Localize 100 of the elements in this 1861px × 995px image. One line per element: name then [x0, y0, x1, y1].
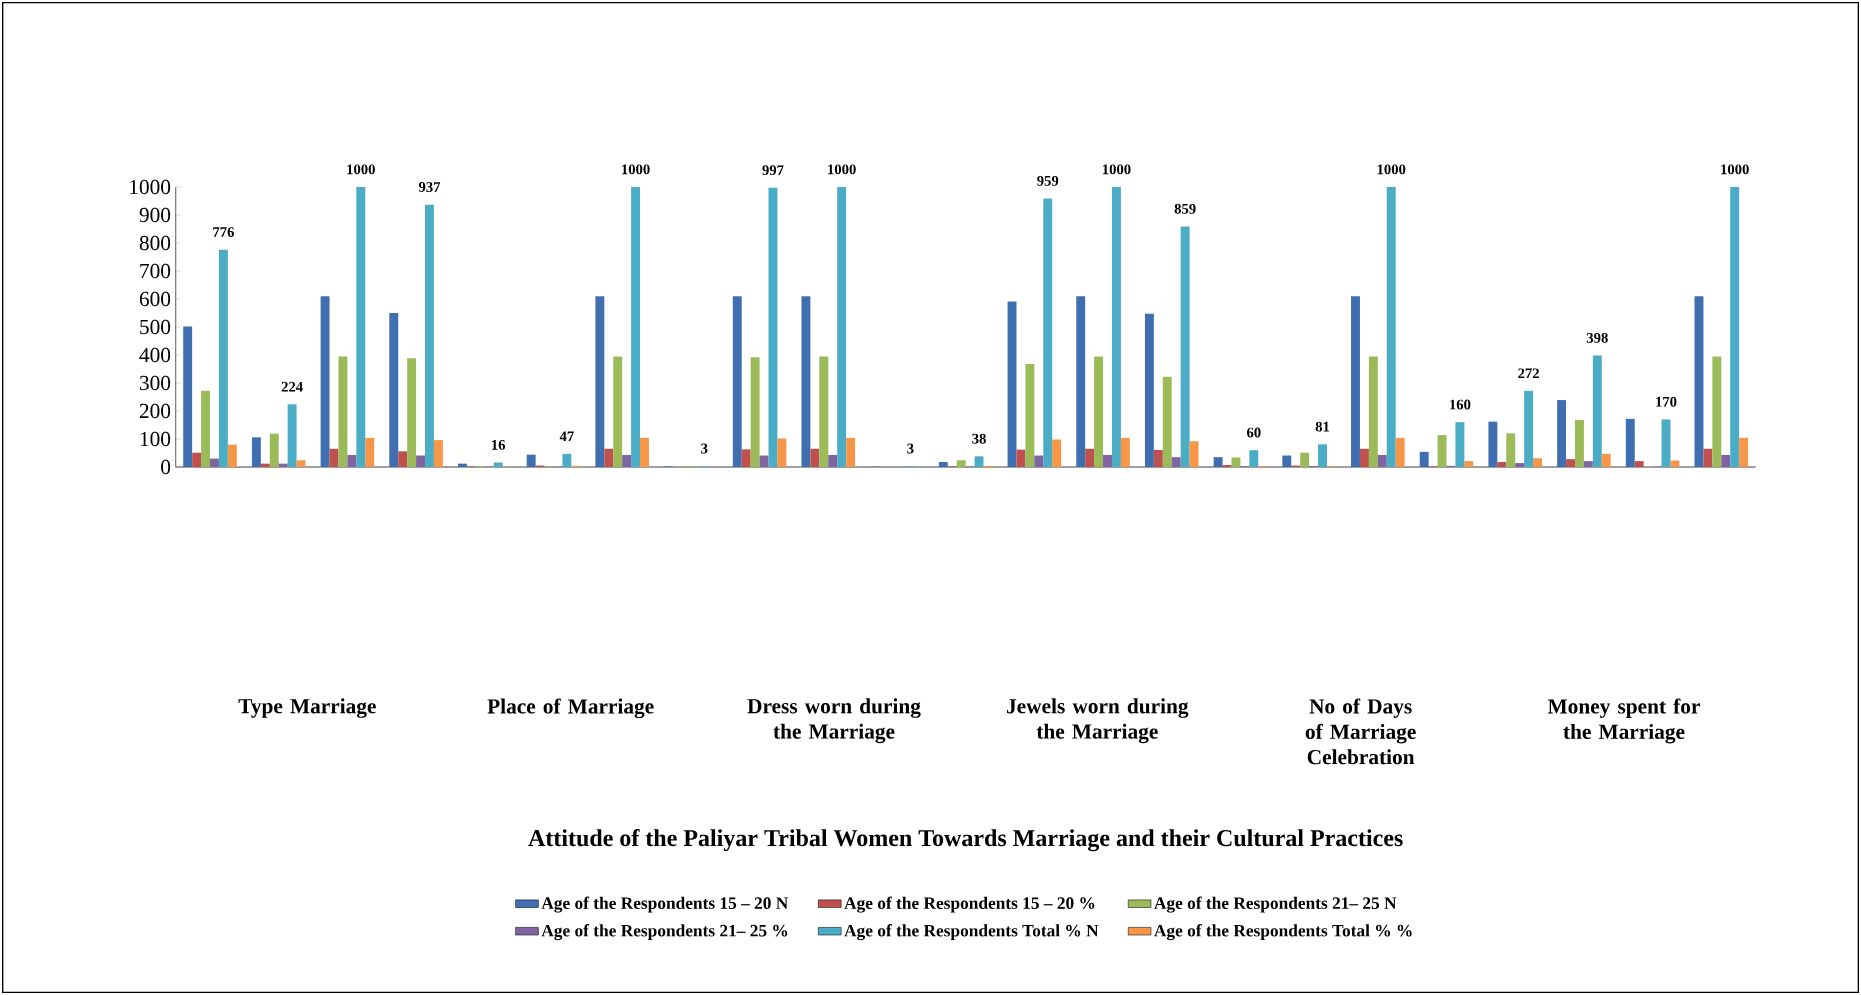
data-label: 1000: [828, 164, 856, 175]
bar: [837, 186, 847, 467]
bar: [320, 296, 330, 467]
data-label: 81: [1315, 421, 1330, 432]
data-label: 38: [972, 433, 986, 444]
bar: [1455, 422, 1465, 467]
bar: [365, 437, 375, 467]
bar: [1180, 226, 1190, 467]
bar: [1120, 437, 1130, 467]
bar: [1524, 390, 1534, 467]
bar: [278, 463, 288, 467]
y-tick-label: 200: [139, 403, 171, 419]
bar: [356, 186, 366, 467]
bar: [1043, 198, 1053, 467]
bar: [1103, 454, 1112, 467]
bar: [1351, 296, 1360, 467]
bar: [210, 458, 219, 467]
bar: [1189, 441, 1199, 467]
bar: [846, 437, 856, 467]
data-label: 160: [1450, 399, 1471, 410]
data-label: 3: [701, 443, 708, 454]
bar: [347, 454, 357, 467]
bar: [183, 326, 193, 467]
bar: [1016, 449, 1026, 467]
bar: [227, 444, 237, 467]
bar: [1625, 418, 1635, 467]
text: No of Days of Marriage Celebration: [1305, 698, 1416, 765]
bar: [1386, 186, 1396, 467]
bar: [287, 404, 297, 467]
bar: [458, 463, 467, 467]
bar: [1377, 454, 1387, 467]
bar: [1171, 457, 1181, 467]
legend-label: Age of the Respondents 15 – 20 N: [541, 896, 789, 913]
bar: [1437, 435, 1447, 467]
data-label: 398: [1586, 332, 1608, 343]
bar: [1359, 448, 1369, 467]
bar: [1557, 400, 1567, 467]
bar: [398, 451, 408, 467]
bar: [1739, 437, 1749, 467]
bar: [269, 433, 279, 467]
data-label: 224: [281, 381, 303, 392]
bar: [1712, 356, 1722, 467]
text: Attitude of the Paliyar Tribal Women Towards Marriage and their Cultural Practices: [528, 829, 1403, 852]
text: Dress worn during the Marriage: [747, 698, 921, 744]
data-label: 1000: [1377, 164, 1406, 175]
bar: [1634, 461, 1644, 467]
bar: [1231, 457, 1241, 467]
bar: [938, 461, 948, 467]
bar: [1318, 444, 1327, 467]
bar: [1076, 296, 1086, 467]
bar: [1282, 455, 1292, 467]
data-label: 937: [418, 182, 441, 192]
bar: [1694, 296, 1704, 467]
bar: [1574, 419, 1584, 467]
y-tick-label: 600: [139, 291, 171, 307]
bar: [801, 296, 811, 467]
data-label: 1000: [622, 164, 650, 175]
data-label: 47: [559, 431, 574, 442]
bar: [1094, 356, 1104, 467]
data-label: 776: [213, 227, 234, 237]
bar: [631, 186, 641, 467]
bar: [1488, 421, 1498, 467]
y-tick-label: 800: [139, 235, 171, 251]
bar: [1730, 186, 1740, 467]
bar: [1213, 457, 1223, 467]
legend-label: Age of the Respondents Total % N: [844, 924, 1099, 941]
bar: [750, 357, 760, 467]
legend-label: Age of the Respondents Total % %: [1154, 924, 1412, 941]
bar: [1464, 461, 1474, 467]
legend-label: Age of the Respondents 21– 25 N: [1154, 896, 1397, 913]
text: Jewels worn during the Marriage: [1006, 698, 1189, 744]
bar: [613, 356, 623, 467]
bar: [1515, 463, 1525, 467]
bar: [1368, 356, 1378, 467]
y-tick-label: 700: [140, 263, 171, 279]
data-label: 1000: [1102, 164, 1131, 175]
bar: [407, 358, 417, 467]
bar: [1085, 448, 1095, 467]
data-label: 1000: [1721, 164, 1749, 175]
bar: [296, 460, 306, 467]
y-tick-label: 300: [139, 375, 171, 391]
data-label: 959: [1037, 175, 1059, 186]
bar: [389, 312, 399, 467]
bar: [338, 356, 348, 467]
bar: [1721, 454, 1731, 467]
y-tick-label: 0: [161, 459, 171, 475]
bar: [768, 187, 778, 467]
bar: [1144, 313, 1154, 467]
text: Place of Marriage: [487, 698, 654, 719]
bar: [732, 296, 742, 467]
bar: [1052, 439, 1062, 467]
bar: [218, 249, 228, 467]
bar: [974, 456, 984, 467]
bar: [828, 454, 838, 467]
data-label: 859: [1174, 203, 1196, 214]
bar: [1661, 419, 1671, 467]
bar: [433, 440, 443, 467]
bar: [1601, 453, 1611, 467]
bar: [1583, 461, 1593, 467]
legend-label: Age of the Respondents 21– 25 %: [541, 924, 788, 941]
